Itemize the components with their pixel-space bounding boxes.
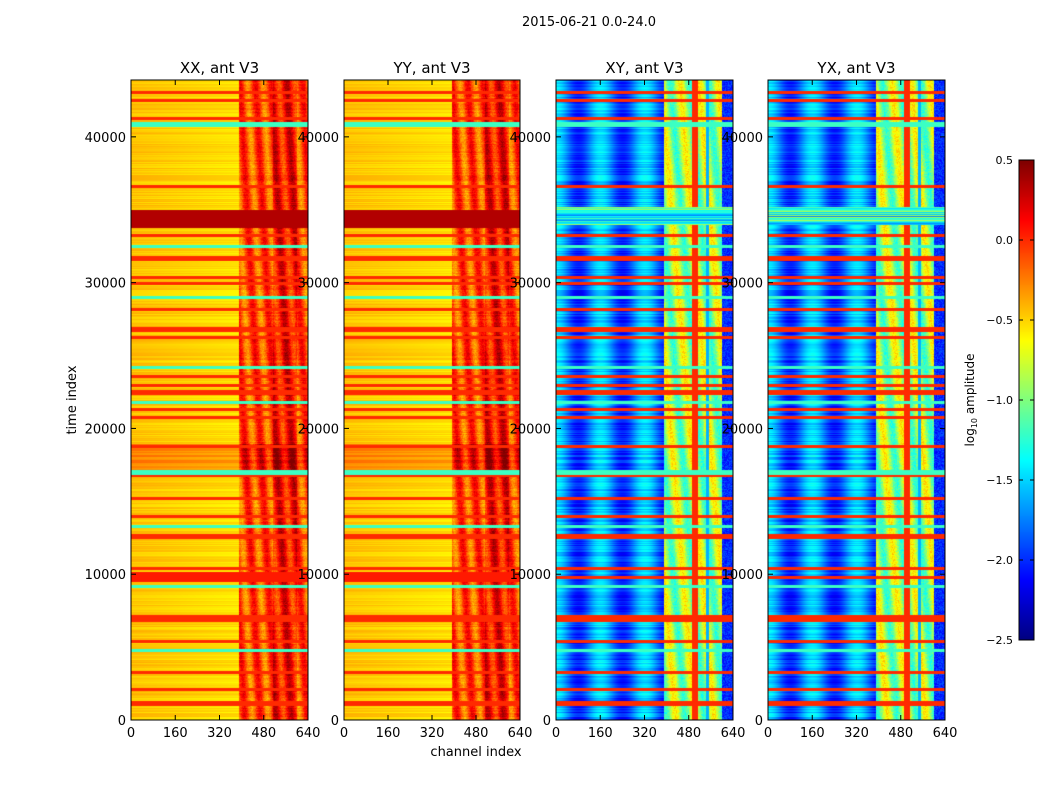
x-tick-label: 320 <box>844 726 869 741</box>
x-tick-label: 640 <box>508 726 533 741</box>
x-tick-label: 0 <box>340 726 348 741</box>
x-axis-label: channel index <box>430 745 521 760</box>
x-tick-label: 160 <box>588 726 613 741</box>
colorbar-tick-label: −2.0 <box>986 554 1013 567</box>
colorbar-tick-label: −1.0 <box>986 394 1013 407</box>
x-tick-label: 0 <box>127 726 135 741</box>
x-tick-label: 640 <box>933 726 958 741</box>
y-tick-label: 0 <box>118 714 126 729</box>
y-axis-label: time index <box>65 365 80 434</box>
y-tick-label: 40000 <box>298 131 339 146</box>
x-tick-label: 320 <box>207 726 232 741</box>
heatmap-yy <box>344 80 520 720</box>
colorbar-tick-label: −2.5 <box>986 634 1013 647</box>
panel-title: YY, ant V3 <box>392 59 470 77</box>
x-tick-label: 480 <box>251 726 276 741</box>
x-tick-label: 480 <box>888 726 913 741</box>
axes-frame <box>555 79 734 721</box>
heatmap-xy <box>556 80 733 720</box>
panel-title: YX, ant V3 <box>816 59 895 77</box>
y-tick-label: 0 <box>755 714 763 729</box>
y-tick-label: 20000 <box>722 422 763 437</box>
y-tick-label: 10000 <box>298 568 339 583</box>
y-tick-label: 10000 <box>722 568 763 583</box>
y-tick-label: 20000 <box>85 422 126 437</box>
y-tick-label: 0 <box>331 714 339 729</box>
x-tick-label: 0 <box>552 726 560 741</box>
colorbar-tick-label: −0.5 <box>986 314 1013 327</box>
x-tick-label: 160 <box>376 726 401 741</box>
y-tick-label: 40000 <box>85 131 126 146</box>
x-tick-label: 480 <box>464 726 489 741</box>
y-tick-label: 30000 <box>85 277 126 292</box>
x-tick-label: 640 <box>296 726 321 741</box>
y-tick-label: 30000 <box>722 277 763 292</box>
y-tick-label: 40000 <box>510 131 551 146</box>
suptitle: 2015-06-21 0.0-24.0 <box>522 15 656 30</box>
panel-title: XY, ant V3 <box>605 59 683 77</box>
y-tick-label: 0 <box>543 714 551 729</box>
x-tick-label: 0 <box>764 726 772 741</box>
y-tick-label: 30000 <box>510 277 551 292</box>
y-tick-label: 20000 <box>510 422 551 437</box>
colorbar <box>1019 160 1034 640</box>
x-tick-label: 320 <box>632 726 657 741</box>
y-tick-label: 10000 <box>510 568 551 583</box>
x-tick-label: 160 <box>163 726 188 741</box>
axes-frame <box>130 79 309 721</box>
colorbar-tick-label: 0.5 <box>996 154 1014 167</box>
x-tick-label: 160 <box>800 726 825 741</box>
heatmap-yx <box>768 80 945 720</box>
x-tick-label: 320 <box>420 726 445 741</box>
colorbar-tick-label: −1.5 <box>986 474 1013 487</box>
colorbar-label: log10 amplitude <box>963 354 979 447</box>
y-tick-label: 20000 <box>298 422 339 437</box>
y-tick-label: 10000 <box>85 568 126 583</box>
colorbar-tick-label: 0.0 <box>996 234 1014 247</box>
x-tick-label: 640 <box>721 726 746 741</box>
x-tick-label: 480 <box>676 726 701 741</box>
heatmap-xx <box>131 80 308 720</box>
axes-frame <box>767 79 946 721</box>
y-tick-label: 40000 <box>722 131 763 146</box>
axes-frame <box>343 79 521 721</box>
y-tick-label: 30000 <box>298 277 339 292</box>
panel-title: XX, ant V3 <box>180 59 259 77</box>
